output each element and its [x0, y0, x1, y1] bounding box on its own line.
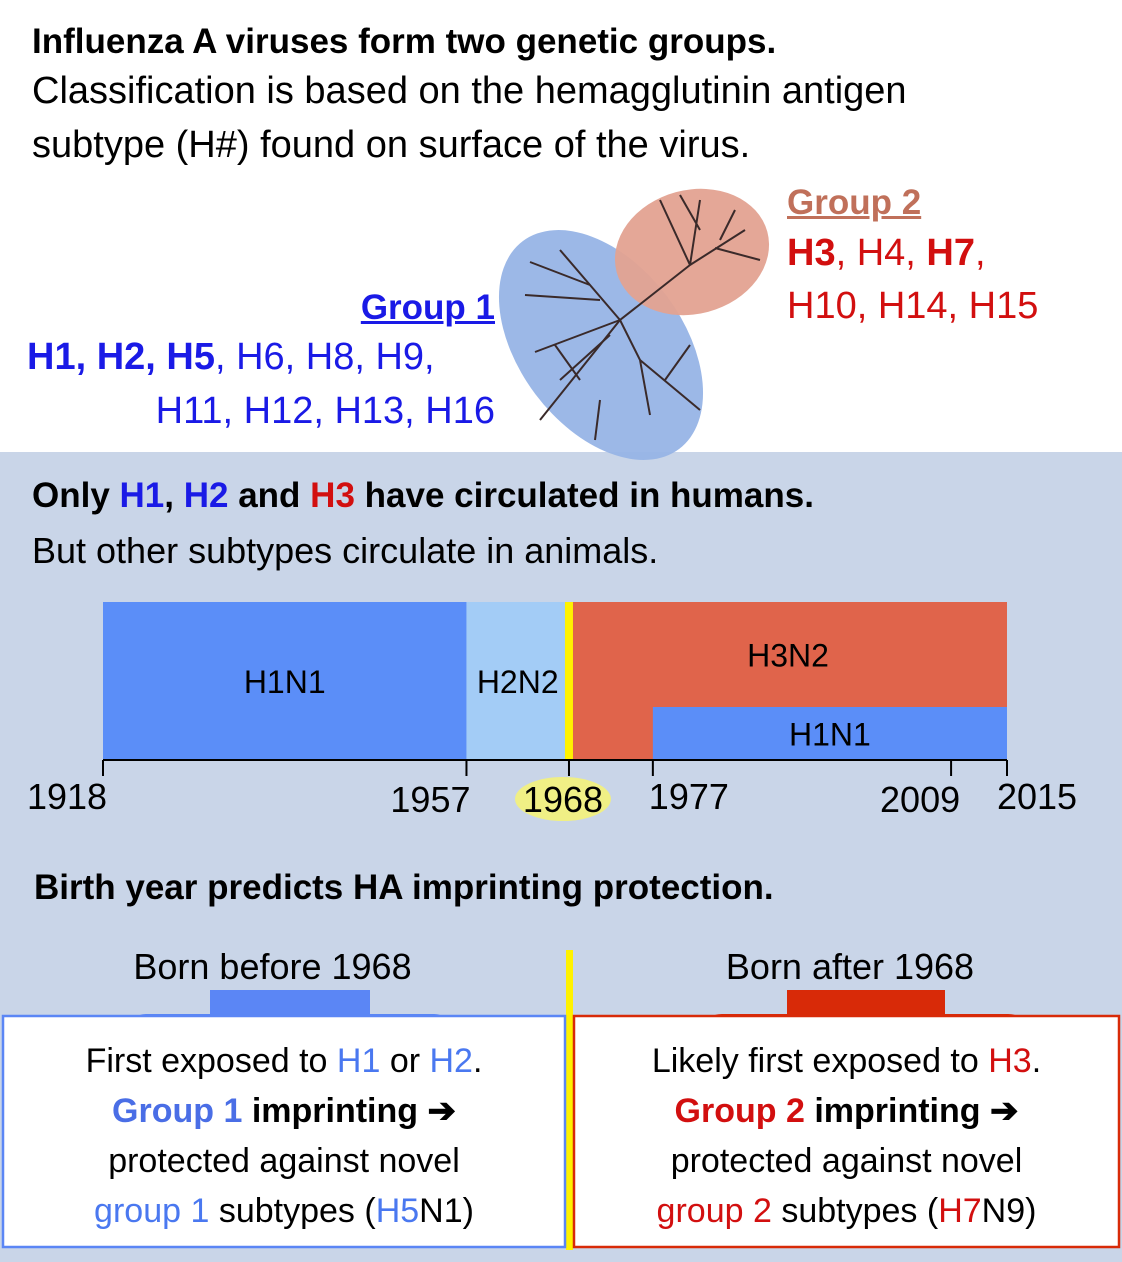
subtype: H7	[938, 1192, 982, 1230]
line: group 2 subtypes (H7N9)	[574, 1186, 1119, 1236]
subtype: H5	[375, 1192, 420, 1230]
text: N9)	[981, 1192, 1037, 1230]
text: Likely first exposed to	[651, 1042, 989, 1080]
tick-label: 2015	[997, 776, 1077, 817]
subtype: H3	[787, 232, 836, 274]
group1-line: H1, H2, H5, H6, H8, H9,	[27, 336, 435, 379]
section-subtitle: But other subtypes circulate in animals.	[32, 530, 659, 571]
segment-label: H3N2	[747, 638, 829, 674]
text: ,	[164, 476, 184, 515]
subtype: H1	[336, 1042, 381, 1080]
tick-label: 1918	[27, 776, 107, 817]
group1-title: Group 1	[360, 288, 495, 327]
title: Influenza A viruses form two genetic gro…	[32, 22, 777, 61]
text: .	[472, 1042, 483, 1080]
box-text: First exposed to H1 or H2. Group 1 impri…	[3, 1036, 565, 1236]
timeline: H1N1 H2N2 H3N2 H1N1 1918 1957 1968 1977 2009 2015	[27, 602, 1077, 821]
segment-label: H1N1	[244, 664, 326, 700]
arrow: ➔	[427, 1092, 456, 1130]
text: subtypes (	[771, 1192, 939, 1230]
text: imprinting	[804, 1092, 990, 1130]
subtype: H2	[429, 1042, 473, 1080]
group-label: Born before 1968	[133, 946, 412, 987]
subtype: H1, H2, H5	[27, 336, 215, 378]
segment	[103, 602, 467, 760]
segment	[652, 707, 1007, 760]
text: protected against novel	[670, 1142, 1023, 1180]
group: group 2	[656, 1192, 772, 1230]
line: Group 1 imprinting ➔	[3, 1086, 565, 1136]
arrows	[1, 950, 1121, 1250]
subtype: H7	[926, 232, 975, 274]
section-title: Only H1, H2 and H3 have circulated in hu…	[32, 476, 814, 516]
group: Group 2	[674, 1092, 805, 1130]
subtitle: Classification is based on the hemagglut…	[32, 70, 907, 112]
segment-label: H1N1	[789, 717, 871, 753]
text: imprinting	[242, 1092, 428, 1130]
phylo-tree	[498, 188, 770, 460]
text: subtypes (	[209, 1192, 376, 1230]
group2-line: H3, H4, H7,	[787, 232, 986, 275]
text: .	[1031, 1042, 1042, 1080]
text: and	[228, 476, 311, 515]
subtype: H1	[119, 476, 165, 515]
segment-label: H2N2	[477, 664, 559, 700]
line: Group 2 imprinting ➔	[574, 1086, 1119, 1136]
group: Group 1	[112, 1092, 243, 1130]
text: First exposed to	[85, 1042, 337, 1080]
segment	[466, 602, 569, 760]
text: protected against novel	[108, 1142, 460, 1180]
line: First exposed to H1 or H2.	[3, 1036, 565, 1086]
group: group 1	[94, 1192, 210, 1230]
line: Likely first exposed to H3.	[574, 1036, 1119, 1086]
text: have circulated in humans.	[354, 476, 814, 515]
subtype: H2	[183, 476, 229, 515]
text: Only	[32, 476, 120, 515]
subtype: H3	[310, 476, 355, 515]
group1-line: H11, H12, H13, H16	[155, 390, 495, 432]
section-title: Birth year predicts HA imprinting protec…	[34, 868, 774, 907]
text: N1)	[419, 1192, 474, 1230]
box-text: Likely first exposed to H3. Group 2 impr…	[574, 1036, 1119, 1236]
highlight-line	[564, 602, 573, 760]
text: or	[380, 1042, 430, 1080]
subtitle: subtype (H#) found on surface of the vir…	[32, 124, 751, 166]
line: protected against novel	[574, 1136, 1119, 1186]
tick-label: 1977	[649, 776, 729, 817]
tick-label: 2009	[880, 779, 960, 820]
tick-label: 1968	[523, 779, 603, 820]
subtype: H3	[988, 1042, 1032, 1080]
subtype: , H6, H8, H9,	[214, 336, 435, 378]
subtype: , H4,	[835, 232, 927, 274]
tick-label: 1957	[390, 779, 470, 820]
group2-title: Group 2	[787, 183, 922, 222]
tick-highlight	[514, 777, 611, 821]
arrow: ➔	[989, 1092, 1019, 1130]
subtype: ,	[974, 232, 986, 274]
line: protected against novel	[3, 1136, 565, 1186]
group2-line: H10, H14, H15	[787, 285, 1039, 327]
group-label: Born after 1968	[725, 946, 975, 987]
line: group 1 subtypes (H5N1)	[3, 1186, 565, 1236]
